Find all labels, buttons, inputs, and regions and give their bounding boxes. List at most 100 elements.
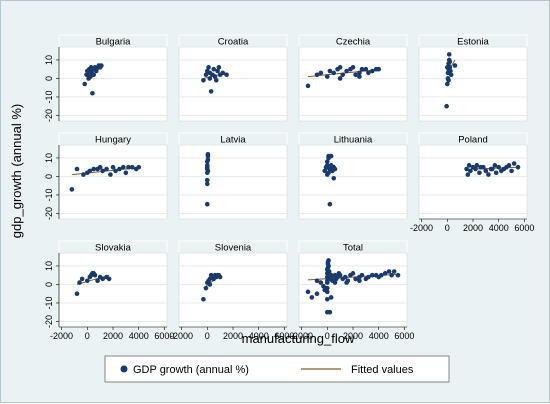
- data-point-czechia: [353, 72, 358, 78]
- data-point-total: [332, 280, 338, 285]
- y-tick-label-hungary: -20: [44, 207, 54, 220]
- data-point-hungary: [120, 164, 126, 170]
- data-point-czechia: [366, 70, 371, 76]
- panel-plot-czechia: [298, 46, 408, 122]
- data-point-lithuania: [331, 176, 337, 181]
- data-point-total: [324, 285, 330, 291]
- data-point-total: [359, 272, 365, 278]
- y-tick-label-bulgaria: 0: [44, 76, 54, 81]
- data-point-slovakia: [106, 276, 112, 282]
- data-point-czechia: [344, 68, 349, 74]
- data-point-latvia: [205, 168, 211, 174]
- data-point-total: [314, 278, 320, 284]
- data-point-latvia: [205, 157, 211, 163]
- data-point-bulgaria: [90, 90, 95, 96]
- data-point-total: [353, 276, 358, 282]
- data-point-total: [309, 295, 315, 300]
- data-point-hungary: [91, 166, 97, 172]
- data-point-bulgaria: [84, 68, 90, 74]
- y-tick-label-hungary: -10: [44, 188, 54, 201]
- y-tick-label-slovakia: 0: [44, 282, 54, 287]
- data-point-latvia: [205, 151, 211, 157]
- data-point-estonia: [446, 52, 452, 57]
- data-point-poland: [506, 163, 512, 168]
- panel-plot-total: [298, 252, 408, 328]
- data-point-hungary: [100, 168, 106, 174]
- panel-title-latvia: Latvia: [220, 135, 246, 146]
- data-point-croatia: [216, 65, 222, 70]
- legend-box: [104, 355, 450, 383]
- x-tick-label-slovakia: 4000: [129, 331, 149, 341]
- data-point-hungary: [129, 164, 135, 170]
- panel-plot-slovenia: [178, 252, 288, 328]
- data-point-bulgaria: [99, 63, 104, 68]
- panel-plot-latvia: [178, 144, 288, 220]
- data-point-czechia: [314, 72, 320, 78]
- panel-plot-poland: [418, 144, 528, 220]
- y-tick-label-bulgaria: -20: [44, 109, 54, 122]
- panel-plot-bulgaria: [58, 46, 168, 122]
- data-point-poland: [464, 166, 469, 172]
- legend-label-markers: GDP growth (annual %): [133, 364, 249, 376]
- data-point-hungary: [126, 164, 131, 170]
- y-axis-title: gdp_growth (annual %): [9, 104, 24, 238]
- data-point-hungary: [81, 172, 86, 177]
- y-tick-label-slovakia: -10: [44, 296, 54, 309]
- data-point-total: [318, 280, 324, 285]
- panel-title-slovakia: Slovakia: [95, 243, 132, 254]
- panel-plot-lithuania: [298, 144, 408, 220]
- data-point-total: [326, 258, 331, 263]
- data-point-estonia: [444, 65, 450, 70]
- data-point-lithuania: [322, 168, 328, 174]
- data-point-czechia: [350, 65, 356, 70]
- data-point-total: [314, 291, 320, 297]
- data-point-slovakia: [84, 278, 90, 284]
- data-point-czechia: [369, 68, 375, 74]
- data-point-total: [395, 272, 401, 278]
- data-point-latvia: [204, 181, 210, 187]
- data-point-hungary: [97, 164, 103, 170]
- data-point-total: [326, 263, 331, 269]
- panel-title-czechia: Czechia: [336, 37, 371, 48]
- data-point-total: [337, 272, 343, 278]
- x-tick-label-slovakia: 0: [85, 331, 90, 341]
- data-point-poland: [509, 168, 514, 174]
- data-point-poland: [483, 168, 489, 174]
- data-point-total: [391, 269, 397, 274]
- data-point-czechia: [318, 70, 324, 76]
- x-tick-label-poland: 0: [445, 223, 450, 233]
- panel-plot-slovakia: [58, 252, 168, 328]
- data-point-slovakia: [100, 276, 106, 282]
- x-tick-label-slovakia: 6000: [154, 331, 174, 341]
- data-point-bulgaria: [93, 68, 99, 74]
- data-point-czechia: [363, 66, 369, 72]
- data-point-slovakia: [74, 291, 80, 297]
- data-point-slovenia: [217, 274, 223, 280]
- data-point-poland: [489, 166, 495, 172]
- x-axis-title: manufacturing_flow: [242, 331, 355, 346]
- data-point-poland: [473, 166, 478, 172]
- legend-label-line: Fitted values: [351, 364, 414, 376]
- data-point-estonia: [452, 63, 458, 68]
- data-point-poland: [474, 163, 480, 168]
- data-point-hungary: [117, 166, 122, 172]
- data-point-total: [357, 278, 362, 284]
- data-point-croatia: [211, 66, 217, 72]
- data-point-lithuania: [324, 159, 330, 164]
- data-point-lithuania: [324, 172, 330, 177]
- data-point-poland: [477, 170, 482, 176]
- data-point-lithuania: [324, 163, 330, 168]
- data-point-hungary: [87, 168, 93, 174]
- panel-title-lithuania: Lithuania: [334, 135, 373, 146]
- panel-title-poland: Poland: [458, 135, 488, 146]
- data-point-poland: [511, 161, 517, 166]
- data-point-hungary: [104, 166, 109, 172]
- data-point-slovakia: [95, 278, 100, 284]
- data-point-hungary: [113, 168, 118, 174]
- data-point-estonia: [448, 68, 453, 74]
- data-point-croatia: [212, 74, 218, 79]
- x-tick-label-slovenia: -2000: [170, 331, 193, 341]
- data-point-croatia: [224, 72, 229, 78]
- data-point-total: [366, 274, 371, 280]
- data-point-hungary: [123, 170, 129, 176]
